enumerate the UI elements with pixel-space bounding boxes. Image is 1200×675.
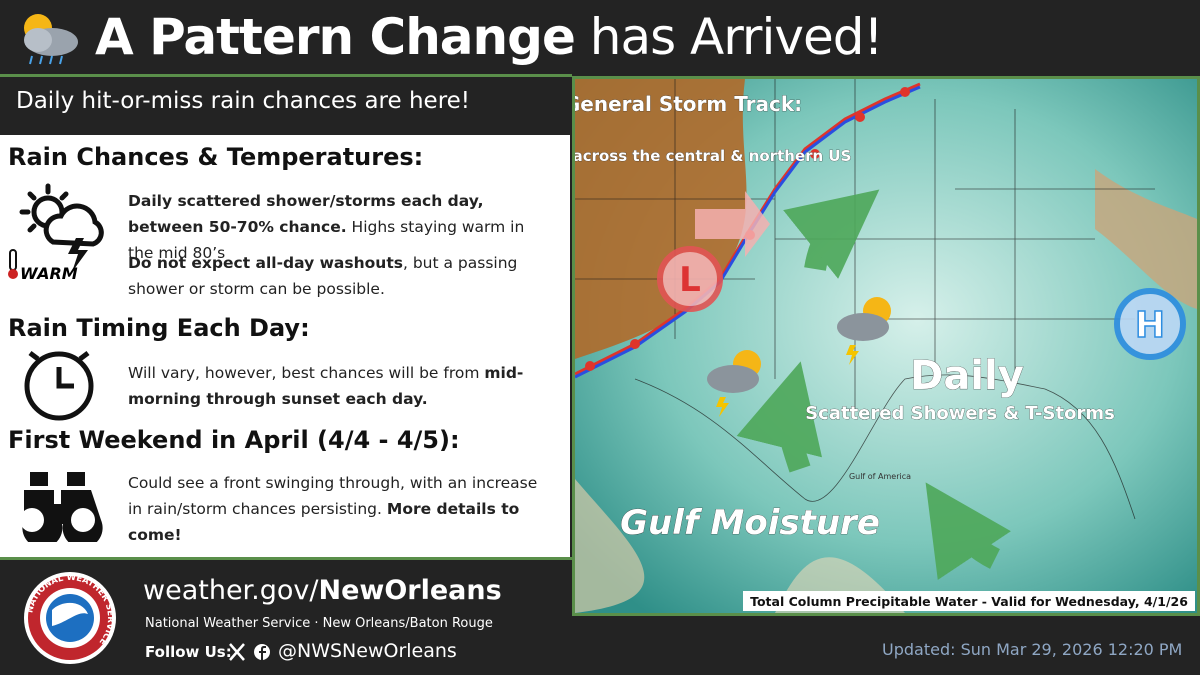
- gulf-name: Gulf of America: [849, 472, 911, 481]
- nws-logo: NATIONAL WEATHER SERVICE: [24, 572, 116, 664]
- binoculars-icon: [20, 472, 103, 542]
- storm-track-title: General Storm Track:: [575, 92, 802, 116]
- section-heading: First Weekend in April (4/4 - 4/5):: [8, 426, 460, 454]
- paragraph: Daily scattered shower/storms each day, …: [128, 188, 553, 266]
- map: L H General Storm Track: Active across t…: [575, 79, 1197, 613]
- divider: [0, 557, 572, 560]
- gulf-moisture: Gulf Moisture: [620, 503, 880, 543]
- info-panel: [0, 135, 570, 557]
- paragraph: Will vary, however, best chances will be…: [128, 360, 553, 412]
- storm-icon: [707, 350, 761, 417]
- url-bold: NewOrleans: [318, 575, 502, 606]
- social-handle: @NWSNewOrleans: [278, 640, 457, 662]
- follow-label: Follow Us:: [145, 643, 232, 661]
- bold-text: More details to come!: [128, 500, 520, 544]
- title-rest: has Arrived!: [589, 8, 884, 66]
- paragraph: Could see a front swinging through, with…: [128, 470, 553, 548]
- social-icons: [229, 643, 270, 661]
- title: A Pattern Change has Arrived!: [95, 8, 884, 66]
- text: Highs staying warm in the mid 80’s: [128, 218, 525, 262]
- section-heading: Rain Timing Each Day:: [8, 314, 310, 342]
- map-frame: L H General Storm Track: Active across t…: [572, 76, 1200, 616]
- updated: Updated: Sun Mar 29, 2026 12:20 PM: [882, 640, 1183, 659]
- paragraph: Do not expect all-day washouts, but a pa…: [128, 250, 553, 302]
- section-heading: Rain Chances & Temperatures:: [8, 143, 424, 171]
- url-plain: weather.gov/: [143, 575, 319, 606]
- divider: [0, 74, 572, 77]
- title-bold: A Pattern Change: [95, 8, 576, 66]
- storm-track-text: Active across the central & northern US: [575, 147, 851, 165]
- website: weather.gov/NewOrleans: [143, 575, 502, 606]
- bold-text: Do not expect all-day washouts: [128, 254, 403, 272]
- clock-icon: [24, 351, 94, 421]
- map-caption: Total Column Precipitable Water - Valid …: [750, 594, 1188, 609]
- weather-icon: [24, 14, 78, 65]
- daily-text: Scattered Showers & T-Storms: [805, 403, 1115, 424]
- text: Could see a front swinging through, with…: [128, 474, 538, 518]
- icon-label: WARM: [20, 264, 78, 283]
- office: National Weather Service · New Orleans/B…: [145, 616, 493, 631]
- storm-icon: [837, 297, 891, 365]
- cold-front: [575, 82, 921, 376]
- text: Will vary, however, best chances will be…: [128, 364, 485, 382]
- subtitle: Daily hit-or-miss rain chances are here!: [16, 88, 471, 114]
- bold-text: mid-morning through sunset each day.: [128, 364, 524, 408]
- bold-text: Daily scattered shower/storms each day, …: [128, 192, 484, 236]
- daily-label: Daily: [910, 353, 1024, 399]
- sun-storm-icon: WARM: [8, 183, 104, 283]
- text: , but a passing shower or storm can be p…: [128, 254, 518, 298]
- low-label: L: [679, 260, 701, 300]
- high-label: H: [1135, 305, 1165, 346]
